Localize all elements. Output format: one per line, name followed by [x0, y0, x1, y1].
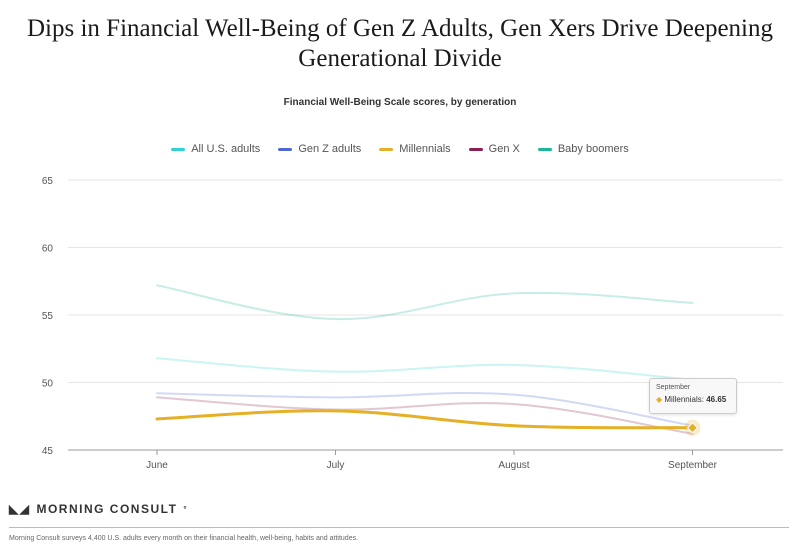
tooltip-series-dot-icon: ◆	[656, 395, 663, 404]
footer-note: Morning Consult surveys 4,400 U.S. adult…	[9, 535, 359, 542]
legend-swatch	[537, 147, 552, 151]
x-tick-label: September	[668, 460, 718, 471]
series-line-gen-z-adults	[156, 391, 694, 427]
legend-swatch	[171, 147, 186, 151]
tooltip-value: 46.65	[706, 395, 727, 404]
y-tick-label: 65	[42, 176, 54, 187]
legend-label: All U.S. adults	[191, 143, 261, 155]
brand-trademark: °	[183, 504, 189, 514]
legend-item-gen-x[interactable]: Gen X	[468, 143, 520, 155]
chart-title-line-2: Generational Divide	[298, 45, 502, 72]
chart-legend: All U.S. adults Gen Z adults Millennials Ge…	[0, 143, 800, 155]
brand-logo: ◣◢ MORNING CONSULT °	[9, 502, 188, 516]
legend-swatch	[468, 147, 483, 151]
legend-item-baby-boomers[interactable]: Baby boomers	[537, 143, 629, 155]
legend-swatch	[379, 147, 394, 151]
series-line-gen-x	[156, 396, 694, 435]
tooltip-series-label: Millennials:	[664, 395, 704, 404]
legend-label: Baby boomers	[557, 143, 629, 155]
x-tick-label: June	[146, 460, 168, 471]
x-tick-label: July	[327, 460, 345, 471]
y-tick-label: 55	[42, 311, 54, 322]
series-line-millennials	[155, 409, 694, 430]
legend-label: Gen X	[488, 143, 520, 155]
legend-label: Millennials	[399, 143, 451, 155]
y-tick-label: 60	[42, 244, 54, 255]
brand-name: MORNING CONSULT	[36, 502, 178, 516]
series-line-baby-boomers	[156, 284, 694, 321]
series-line-all-u-s-adults	[156, 357, 694, 381]
legend-item-all-u-s-adults[interactable]: All U.S. adults	[171, 143, 260, 155]
y-tick-label: 50	[42, 379, 54, 390]
legend-swatch	[278, 147, 293, 151]
chart-title-line-1: Dips in Financial Well-Being of Gen Z Ad…	[27, 15, 773, 42]
legend-label: Gen Z adults	[298, 143, 362, 155]
footer-divider	[9, 527, 789, 528]
chart-subtitle: Financial Well-Being Scale scores, by ge…	[283, 97, 517, 108]
hover-tooltip: September ◆ Millennials: 46.65	[649, 378, 737, 414]
legend-item-gen-z-adults[interactable]: Gen Z adults	[278, 143, 361, 155]
x-tick-label: August	[498, 460, 529, 471]
tooltip-row: ◆ Millennials: 46.65	[656, 395, 730, 404]
chart-title: Dips in Financial Well-Being of Gen Z Ad…	[0, 14, 800, 74]
y-tick-label: 45	[42, 446, 54, 457]
morning-consult-logo-icon: ◣◢	[9, 502, 31, 516]
legend-item-millennials[interactable]: Millennials	[379, 143, 451, 155]
line-chart: 45 50 55 60 65 June July August September	[42, 176, 783, 471]
tooltip-month: September	[656, 384, 691, 391]
highlight-marker	[686, 422, 699, 434]
